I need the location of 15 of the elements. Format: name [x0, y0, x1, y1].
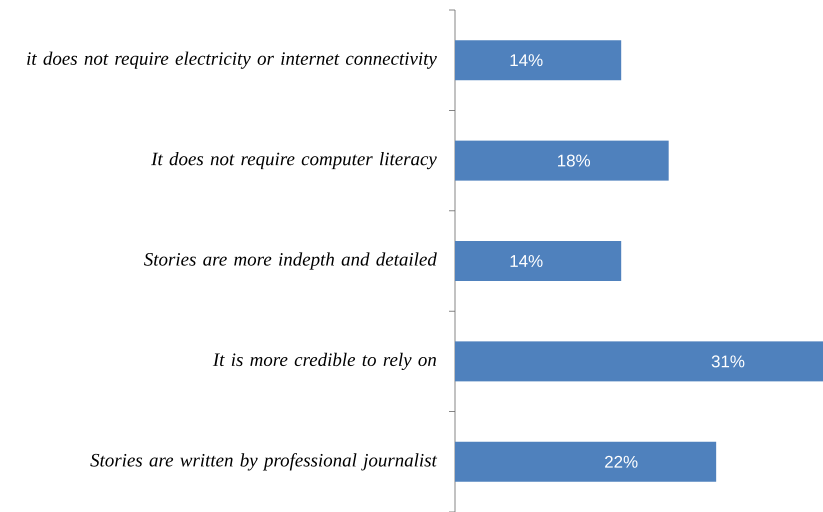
y-tick-label: It does not require computer literacy — [151, 152, 437, 170]
bar — [455, 341, 823, 382]
data-label: 31% — [712, 355, 744, 368]
bar — [455, 442, 716, 482]
bar — [455, 241, 622, 282]
data-label: 18% — [558, 154, 590, 167]
bar — [455, 140, 669, 181]
bar — [455, 40, 622, 80]
data-label: 14% — [510, 54, 543, 66]
y-tick-label: it does not require electricity or internet connectivity — [27, 52, 437, 69]
y-tick-label: Stories are more indepth and detailed — [144, 252, 437, 270]
data-label: 22% — [605, 456, 638, 468]
y-tick-label: Stories are written by professional journalist — [90, 453, 438, 471]
y-tick-label: It is more credible to rely on — [212, 352, 436, 370]
data-label: 14% — [510, 255, 543, 267]
